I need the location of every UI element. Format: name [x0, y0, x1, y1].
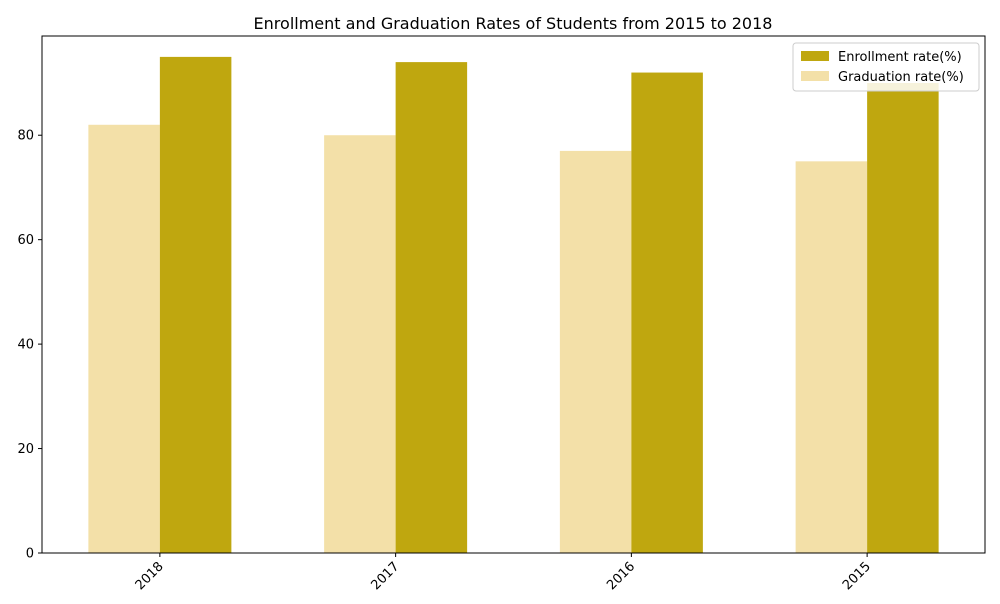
bar-graduation-2016 — [559, 150, 632, 553]
legend-label-0: Enrollment rate(%) — [838, 50, 962, 65]
y-tick-label: 60 — [17, 233, 34, 248]
legend-label-1: Graduation rate(%) — [838, 70, 964, 85]
y-tick-label: 0 — [26, 547, 34, 562]
bar-graduation-2015 — [795, 161, 868, 554]
bar-enrollment-2018 — [159, 56, 232, 554]
x-tick-label: 2017 — [368, 559, 402, 593]
legend: Enrollment rate(%) Graduation rate(%) — [792, 42, 980, 92]
bar-enrollment-2015 — [867, 83, 939, 553]
legend-swatch-0 — [801, 51, 829, 61]
bar-graduation-2018 — [88, 124, 160, 554]
legend-box — [792, 42, 980, 92]
y-tick-label: 40 — [17, 338, 34, 353]
y-tick-label: 80 — [17, 129, 34, 144]
bars-layer — [88, 56, 939, 554]
y-tick-label: 20 — [17, 442, 34, 457]
chart-title: Enrollment and Graduation Rates of Stude… — [254, 14, 773, 33]
bar-graduation-2017 — [324, 135, 396, 553]
axes-frame — [41, 35, 986, 554]
x-tick-label: 2018 — [133, 559, 167, 593]
x-tick-label: 2016 — [604, 559, 638, 593]
bar-enrollment-2017 — [395, 62, 468, 553]
bar-enrollment-2016 — [631, 72, 703, 554]
x-tick-label: 2015 — [840, 559, 874, 593]
legend-swatch-1 — [801, 71, 829, 81]
